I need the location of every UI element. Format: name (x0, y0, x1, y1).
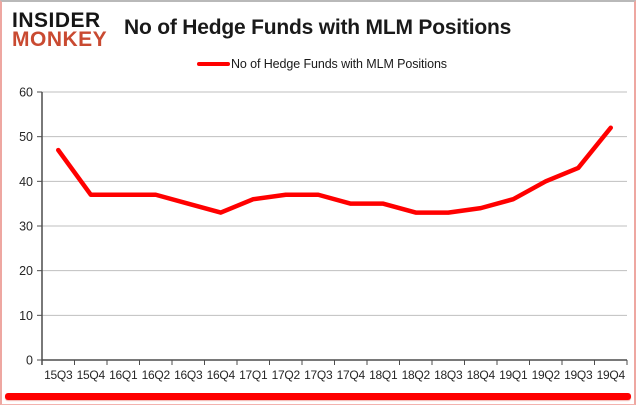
x-axis-label: 16Q3 (174, 368, 203, 382)
x-axis-label: 15Q3 (44, 368, 73, 382)
x-axis-label: 19Q1 (499, 368, 528, 382)
legend: No of Hedge Funds with MLM Positions (197, 57, 447, 71)
y-axis-label: 50 (19, 130, 33, 144)
x-axis-label: 17Q4 (337, 368, 366, 382)
logo-text-monkey: MONKEY (12, 28, 108, 52)
y-axis-label: 10 (19, 309, 33, 323)
x-axis-label: 17Q3 (304, 368, 333, 382)
x-axis-label: 18Q4 (467, 368, 496, 382)
x-axis-label: 18Q3 (434, 368, 463, 382)
x-axis-label: 16Q4 (207, 368, 236, 382)
data-line (56, 125, 613, 215)
x-axis-label: 15Q4 (77, 368, 106, 382)
legend-label: No of Hedge Funds with MLM Positions (231, 57, 447, 71)
x-axis-label: 18Q1 (369, 368, 398, 382)
logo-text-insider: INSIDER (12, 9, 101, 32)
y-axis-label: 0 (26, 354, 33, 368)
y-axis-label: 30 (19, 220, 33, 234)
x-axis-label: 17Q1 (239, 368, 268, 382)
insider-monkey-logo: INSIDER MONKEY (12, 9, 108, 52)
x-axis-label: 17Q2 (272, 368, 301, 382)
x-axis-label: 18Q2 (402, 368, 431, 382)
x-axis-label: 19Q2 (532, 368, 561, 382)
y-axis-label: 20 (19, 264, 33, 278)
x-axis-label: 19Q4 (597, 368, 626, 382)
legend-line-swatch (197, 62, 230, 66)
bottom-accent-bar (5, 393, 631, 400)
page-title: No of Hedge Funds with MLM Positions (124, 16, 512, 39)
x-axis-label: 19Q3 (564, 368, 593, 382)
x-axis-label: 16Q2 (142, 368, 171, 382)
x-axis-label: 16Q1 (109, 368, 138, 382)
y-axis-label: 60 (19, 86, 33, 100)
y-axis-label: 40 (19, 175, 33, 189)
